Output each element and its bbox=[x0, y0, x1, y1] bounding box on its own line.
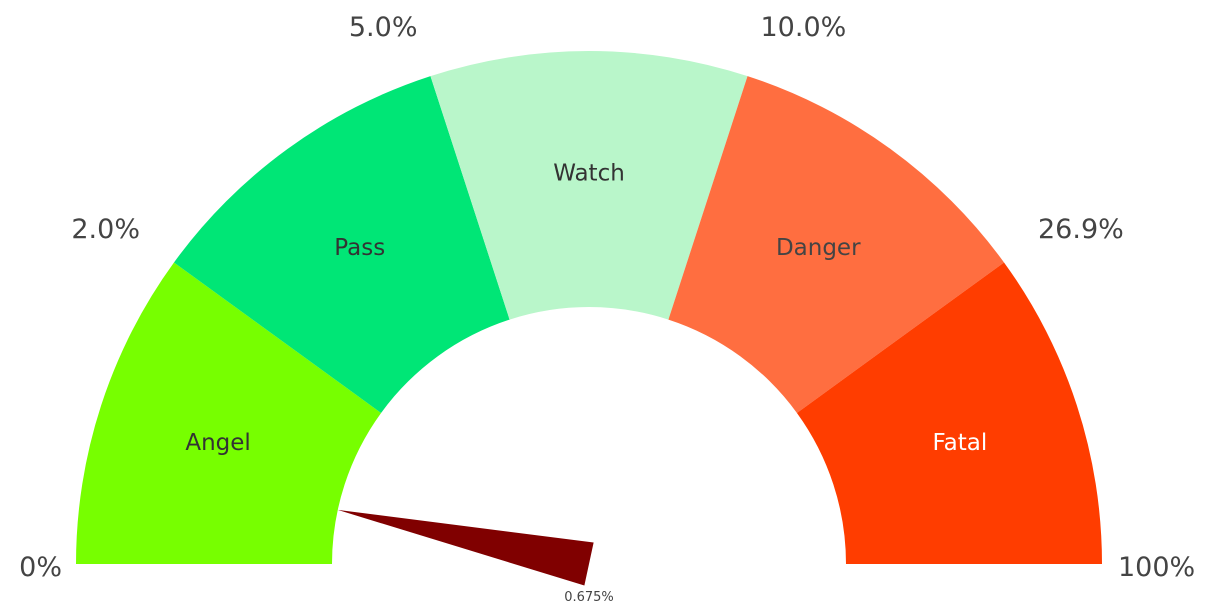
segment-label-pass: Pass bbox=[334, 235, 385, 261]
boundary-label: 100% bbox=[1118, 552, 1195, 583]
boundary-label: 10.0% bbox=[761, 12, 847, 43]
gauge-needle bbox=[337, 509, 594, 586]
segment-label-angel: Angel bbox=[185, 430, 250, 456]
boundary-label: 2.0% bbox=[71, 214, 140, 245]
boundary-label: 26.9% bbox=[1038, 214, 1124, 245]
gauge-segment-danger bbox=[668, 76, 1005, 413]
boundary-labels: 0% 2.0% 5.0% 10.0% 26.9% 100% bbox=[19, 12, 1195, 583]
segment-label-watch: Watch bbox=[553, 161, 625, 187]
gauge-segments bbox=[76, 50, 1102, 564]
segment-label-fatal: Fatal bbox=[933, 430, 988, 456]
boundary-label: 5.0% bbox=[349, 12, 418, 43]
gauge-segment-fatal bbox=[796, 262, 1102, 564]
gauge-segment-pass bbox=[173, 76, 510, 413]
segment-label-danger: Danger bbox=[776, 235, 861, 261]
segment-labels: Angel Pass Watch Danger Fatal bbox=[185, 161, 987, 456]
value-label: 0.675% bbox=[564, 590, 614, 605]
boundary-label: 0% bbox=[19, 552, 62, 583]
gauge-segment-watch bbox=[430, 50, 748, 320]
gauge-segment-angel bbox=[76, 262, 382, 564]
